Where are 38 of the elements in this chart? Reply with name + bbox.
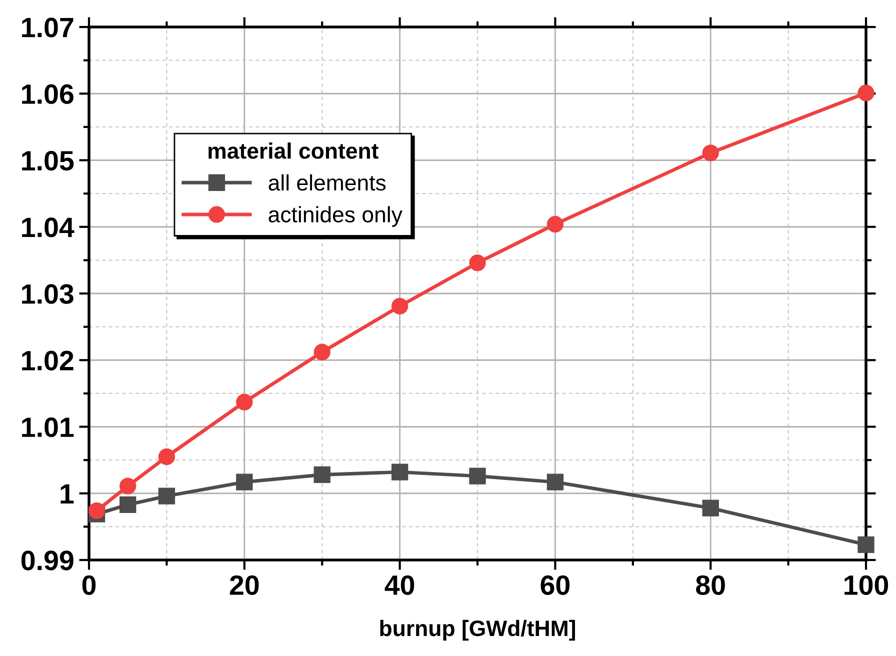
x-tick-label: 40 [384, 575, 414, 595]
legend-title: material content [208, 142, 378, 159]
point [546, 474, 564, 490]
legend-label: all elements [268, 174, 386, 191]
y-tick-label: 0.99 [21, 550, 74, 570]
point [236, 394, 253, 410]
point [314, 344, 330, 360]
point [314, 466, 330, 484]
point [702, 144, 719, 162]
point [702, 500, 719, 516]
legend-label: actinides only [268, 206, 402, 227]
y-tick-label: 1.04 [22, 218, 74, 238]
x-tick-label: 0 [82, 575, 96, 595]
point [858, 536, 874, 554]
x-tick-label: 20 [230, 575, 259, 595]
point [120, 496, 136, 514]
y-tick-label: 1.02 [22, 350, 74, 370]
point [158, 488, 176, 504]
point [469, 254, 486, 272]
point [546, 216, 564, 233]
point [158, 448, 176, 466]
x-tick-label: 80 [696, 575, 725, 595]
y-tick-label: 1.03 [22, 284, 74, 304]
point [120, 478, 136, 494]
x-axis-title: burnup [GWd/tHM] [380, 620, 575, 641]
x-tick-label: 60 [540, 575, 570, 595]
point [236, 474, 253, 490]
point [391, 464, 408, 480]
point [469, 468, 486, 484]
point [391, 298, 408, 314]
y-tick-label: 1.07 [22, 18, 74, 38]
x-tick-label: 100 [844, 575, 888, 595]
y-tick-label: 1.01 [22, 417, 74, 438]
point [88, 502, 106, 520]
y-tick-label: 1.06 [22, 84, 74, 104]
y-tick-label: 1 [60, 484, 74, 504]
point [858, 84, 874, 102]
y-tick-label: 1.05 [22, 150, 74, 171]
